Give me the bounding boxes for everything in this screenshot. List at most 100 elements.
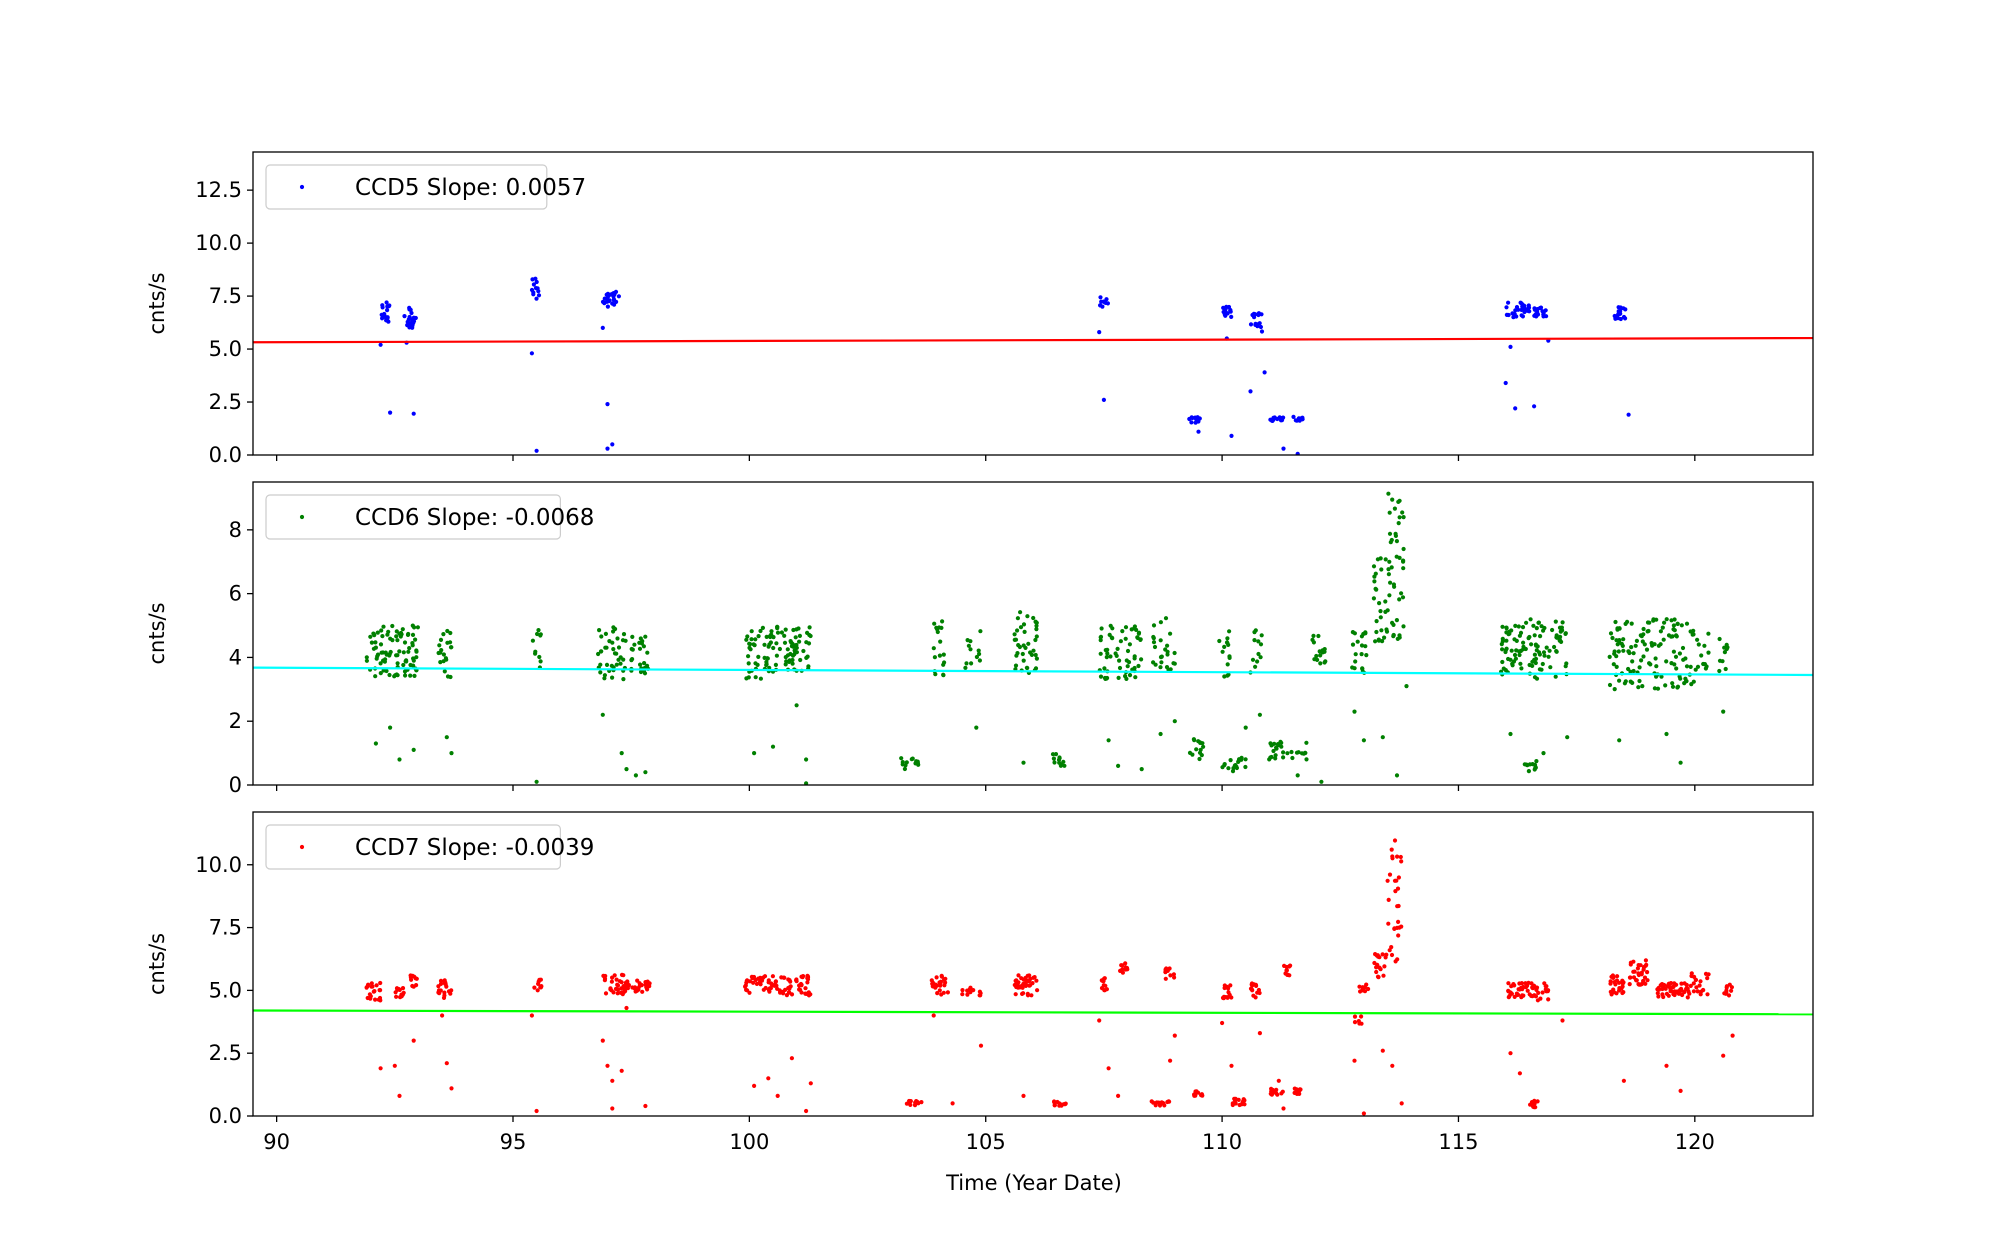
data-point [1396, 933, 1401, 938]
data-layer [253, 276, 1813, 455]
data-point [1361, 1111, 1366, 1116]
data-point [1168, 1058, 1173, 1063]
data-point [1615, 974, 1620, 979]
data-point [388, 725, 393, 730]
data-point [387, 653, 392, 658]
data-point [378, 642, 384, 647]
data-point [1136, 663, 1141, 669]
data-point [932, 621, 937, 626]
data-point [1509, 648, 1514, 653]
data-point [1682, 990, 1687, 995]
data-point [1506, 629, 1512, 635]
data-point [1652, 642, 1657, 647]
data-point [1548, 665, 1553, 670]
data-point [1360, 666, 1365, 672]
data-point [770, 974, 776, 979]
data-point [1189, 420, 1194, 425]
data-point [1276, 1078, 1281, 1083]
data-point [1522, 762, 1527, 767]
data-point [1532, 657, 1537, 662]
data-point [643, 770, 648, 775]
data-point [1138, 637, 1143, 642]
data-point [1108, 654, 1113, 659]
data-point [597, 628, 602, 633]
data-point [1133, 675, 1138, 680]
data-point [1239, 755, 1244, 760]
data-point [950, 1101, 955, 1106]
data-point [1158, 655, 1164, 660]
data-point [1617, 738, 1622, 743]
data-point [963, 665, 968, 671]
data-point [438, 978, 444, 984]
data-point [1363, 631, 1368, 636]
data-point [619, 972, 625, 978]
data-point [1526, 769, 1531, 774]
data-point [1013, 992, 1018, 997]
data-point [1526, 636, 1531, 641]
data-point [1050, 752, 1056, 757]
data-point [960, 992, 965, 997]
data-point [1268, 741, 1273, 746]
data-point [1383, 599, 1388, 604]
data-point [774, 641, 779, 646]
data-point [1521, 644, 1526, 650]
data-point [1400, 595, 1406, 600]
data-point [614, 299, 619, 304]
data-point [774, 653, 780, 658]
data-point [645, 663, 650, 669]
data-point [1397, 515, 1402, 520]
data-point [942, 983, 947, 988]
data-point [1255, 990, 1260, 995]
data-point [1151, 623, 1157, 628]
data-point [385, 308, 390, 313]
data-point [448, 674, 453, 680]
data-point [1352, 709, 1357, 714]
data-point [1723, 666, 1728, 672]
data-point [1675, 684, 1681, 689]
data-point [1661, 637, 1666, 642]
data-point [537, 654, 542, 660]
data-point [1400, 510, 1405, 515]
data-point [1312, 657, 1317, 662]
data-point [637, 646, 643, 651]
data-point [1388, 580, 1393, 585]
data-point [1196, 1090, 1201, 1095]
data-point [913, 1100, 918, 1105]
data-point [978, 629, 983, 634]
data-point [1379, 628, 1384, 633]
data-point [935, 991, 940, 996]
data-point [788, 639, 793, 644]
legend-box [265, 494, 561, 540]
data-point [1159, 660, 1164, 665]
data-point [1225, 673, 1230, 678]
data-point [1102, 976, 1107, 981]
data-point [374, 983, 379, 988]
data-point [1319, 779, 1324, 784]
data-point [1274, 1087, 1279, 1092]
data-point [613, 626, 618, 632]
data-point [1641, 626, 1646, 632]
data-point [615, 636, 620, 641]
data-point [937, 653, 943, 658]
data-point [380, 316, 385, 321]
data-point [1350, 642, 1356, 647]
data-point [747, 642, 753, 647]
y-tick-label: 10.0 [195, 231, 242, 255]
data-point [974, 654, 980, 660]
data-point [1534, 626, 1539, 631]
data-point [645, 987, 650, 992]
data-point [1535, 998, 1540, 1003]
data-point [1167, 966, 1172, 971]
data-point [1645, 970, 1650, 975]
data-point [1115, 646, 1120, 652]
data-point [1098, 674, 1104, 679]
data-point [749, 637, 754, 642]
data-point [1248, 986, 1254, 991]
data-point [1289, 749, 1294, 755]
data-point [1129, 627, 1134, 632]
data-point [1521, 640, 1526, 645]
data-point [1279, 744, 1284, 749]
data-point [945, 990, 951, 995]
data-point [614, 662, 619, 667]
panel-ccd5: 0.0 2.5 5.0 7.5 10.0 12.5 cnts/s CCD5 Slope: 0.… [145, 151, 1814, 467]
